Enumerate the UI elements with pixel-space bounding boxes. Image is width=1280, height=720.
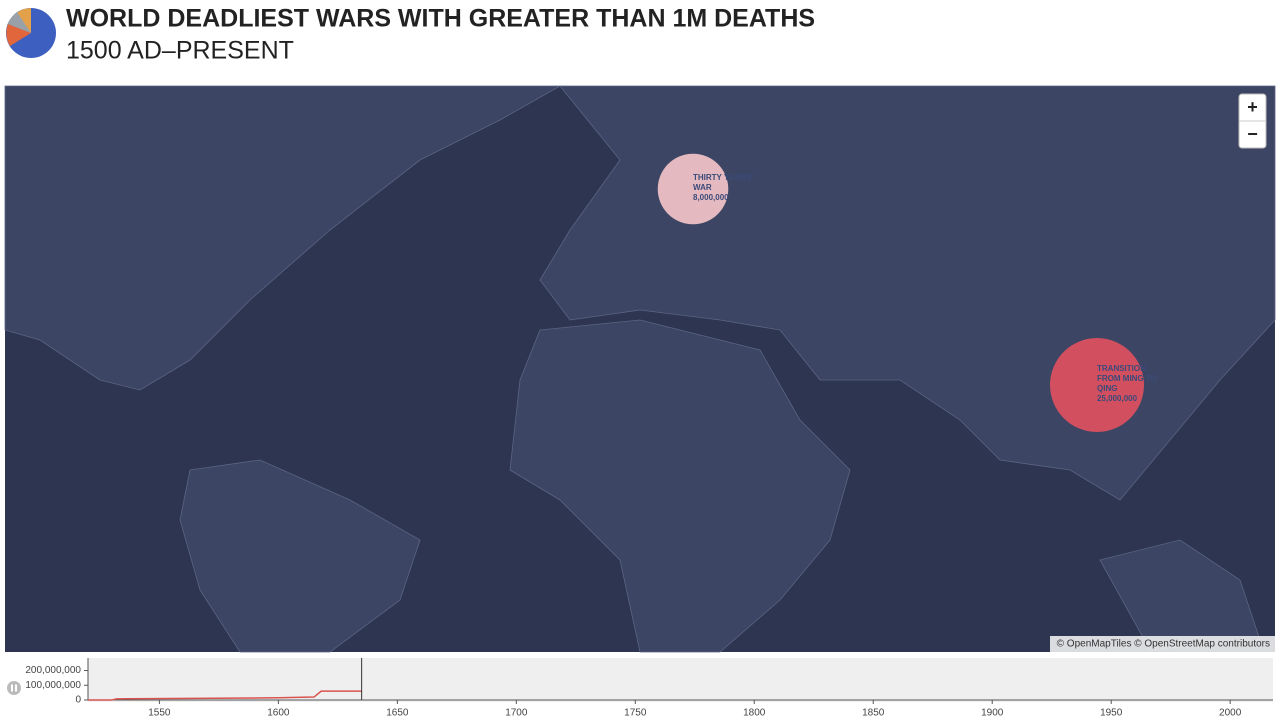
zoom-in[interactable]: + [1247,97,1258,117]
war-deaths: 25,000,000 [1097,394,1138,403]
attribution-bg [1050,636,1275,652]
x-tick-label: 1850 [862,708,885,719]
x-tick-label: 1600 [267,708,290,719]
x-tick-label: 2000 [1219,708,1242,719]
play-button[interactable] [7,681,21,695]
y-tick-label: 0 [75,695,81,706]
war-bubble [1050,338,1144,432]
war-bubble [657,153,729,225]
x-tick-label: 1550 [148,708,171,719]
x-tick-label: 1950 [1100,708,1123,719]
x-tick-label: 1800 [743,708,766,719]
zoom-out[interactable]: − [1247,124,1258,144]
x-tick-label: 1650 [386,708,409,719]
subtitle: 1500 AD–PRESENT [66,37,294,65]
timeline-bg [88,658,1273,702]
zoom-control: + − [1238,93,1267,149]
war-name: TRANSITION FROM MING TO QING [1097,364,1157,393]
x-tick-label: 1750 [624,708,647,719]
x-tick-label: 1900 [981,708,1004,719]
y-tick-label: 200,000,000 [25,665,81,676]
title: WORLD DEADLIEST WARS WITH GREATER THAN 1… [66,5,815,33]
attribution[interactable]: © OpenMapTiles © OpenStreetMap contribut… [1057,639,1270,650]
logo [6,8,56,58]
war-deaths: 8,000,000 [693,193,729,202]
deaths-line [88,690,362,701]
war-name: THIRTY YEARS' WAR [693,173,753,192]
y-tick-label: 100,000,000 [25,680,81,691]
x-tick-label: 1700 [505,708,528,719]
